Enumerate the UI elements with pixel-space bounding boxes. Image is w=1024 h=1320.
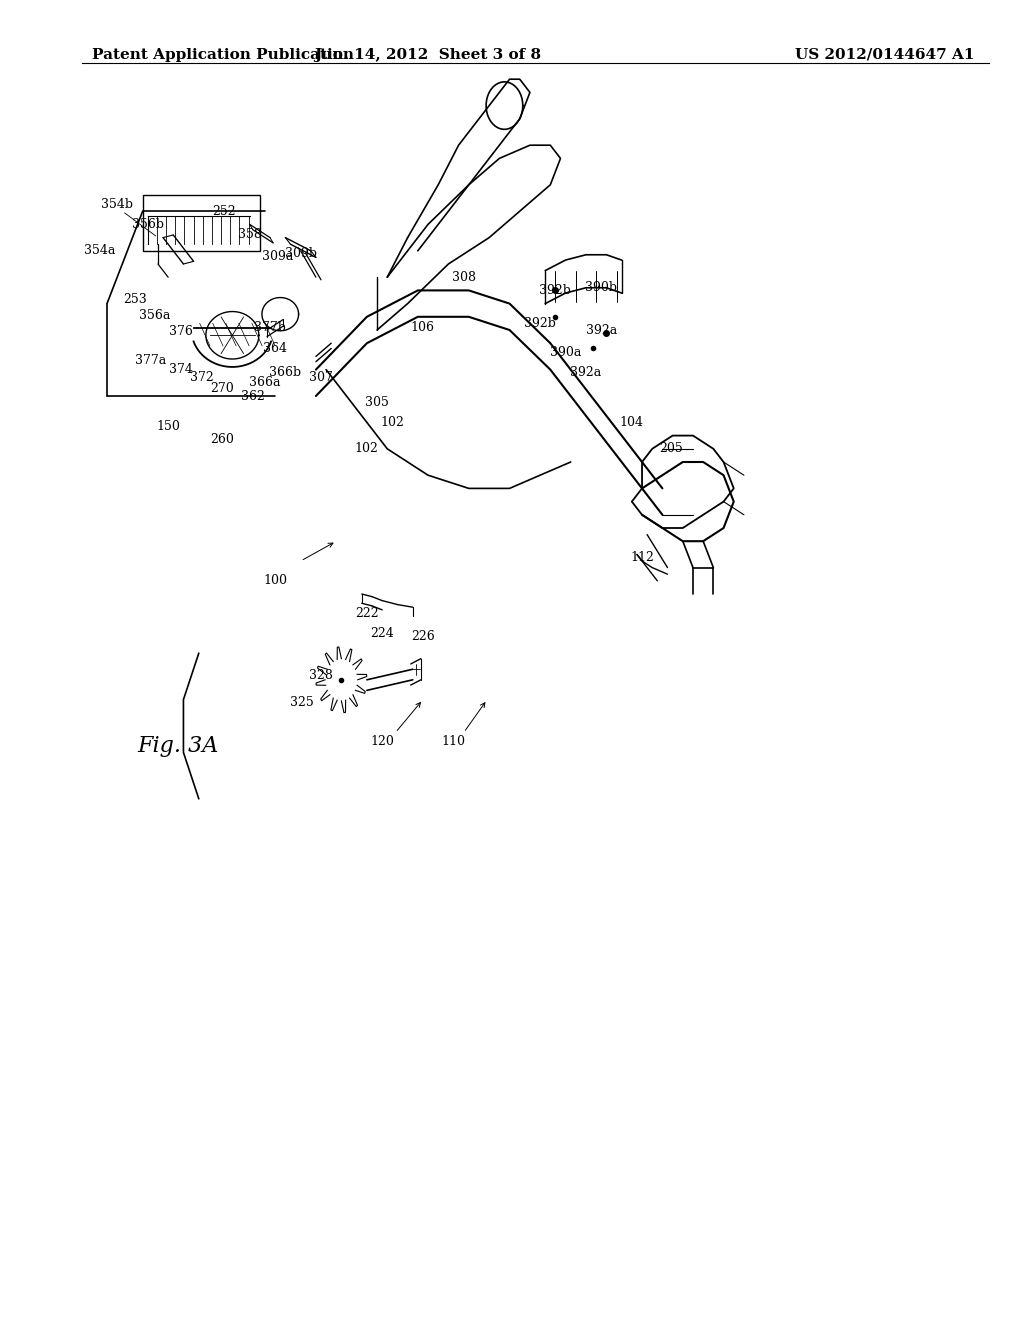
Text: 392b: 392b — [524, 317, 556, 330]
Text: 150: 150 — [157, 420, 180, 433]
Text: 308: 308 — [452, 271, 476, 284]
Text: 307: 307 — [309, 371, 333, 384]
Text: Jun. 14, 2012  Sheet 3 of 8: Jun. 14, 2012 Sheet 3 of 8 — [314, 48, 542, 62]
Text: 226: 226 — [411, 630, 435, 643]
Text: 309a: 309a — [261, 249, 293, 263]
Text: 377b: 377b — [254, 321, 286, 334]
Text: 356b: 356b — [132, 218, 164, 231]
Text: 222: 222 — [355, 607, 379, 620]
Text: 112: 112 — [630, 550, 654, 564]
Text: 376: 376 — [169, 325, 194, 338]
Text: 102: 102 — [355, 442, 379, 455]
Text: 253: 253 — [124, 293, 147, 306]
Text: 354b: 354b — [101, 198, 133, 211]
Text: Patent Application Publication: Patent Application Publication — [92, 48, 353, 62]
Text: 120: 120 — [371, 735, 394, 748]
Text: 205: 205 — [658, 442, 682, 455]
Text: 392b: 392b — [540, 284, 571, 297]
Text: 106: 106 — [411, 321, 435, 334]
Text: 110: 110 — [441, 735, 466, 748]
Text: Fig. 3A: Fig. 3A — [137, 735, 219, 756]
Text: 102: 102 — [380, 416, 404, 429]
Text: 362: 362 — [241, 389, 264, 403]
Text: 252: 252 — [212, 205, 236, 218]
Text: 104: 104 — [620, 416, 644, 429]
Text: 270: 270 — [210, 381, 234, 395]
Text: 100: 100 — [263, 574, 287, 587]
Text: 392a: 392a — [570, 366, 602, 379]
Text: 377a: 377a — [135, 354, 167, 367]
Text: 328: 328 — [309, 669, 333, 682]
Text: 390b: 390b — [586, 281, 617, 294]
Text: 364: 364 — [263, 342, 287, 355]
Text: 309b: 309b — [285, 247, 316, 260]
Text: 374: 374 — [169, 363, 194, 376]
Text: 356a: 356a — [139, 309, 171, 322]
Text: 260: 260 — [210, 433, 234, 446]
Text: 305: 305 — [366, 396, 389, 409]
Text: 372: 372 — [189, 371, 214, 384]
Text: 325: 325 — [290, 696, 313, 709]
Text: 358: 358 — [238, 228, 261, 242]
Text: 392a: 392a — [586, 323, 616, 337]
Text: 224: 224 — [371, 627, 394, 640]
Text: 354a: 354a — [84, 244, 116, 257]
Text: US 2012/0144647 A1: US 2012/0144647 A1 — [795, 48, 975, 62]
Text: 366b: 366b — [269, 366, 301, 379]
Text: 390a: 390a — [550, 346, 582, 359]
Text: 366a: 366a — [249, 376, 281, 389]
